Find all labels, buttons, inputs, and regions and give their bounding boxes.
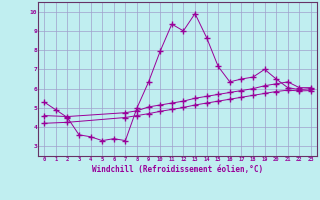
- X-axis label: Windchill (Refroidissement éolien,°C): Windchill (Refroidissement éolien,°C): [92, 165, 263, 174]
